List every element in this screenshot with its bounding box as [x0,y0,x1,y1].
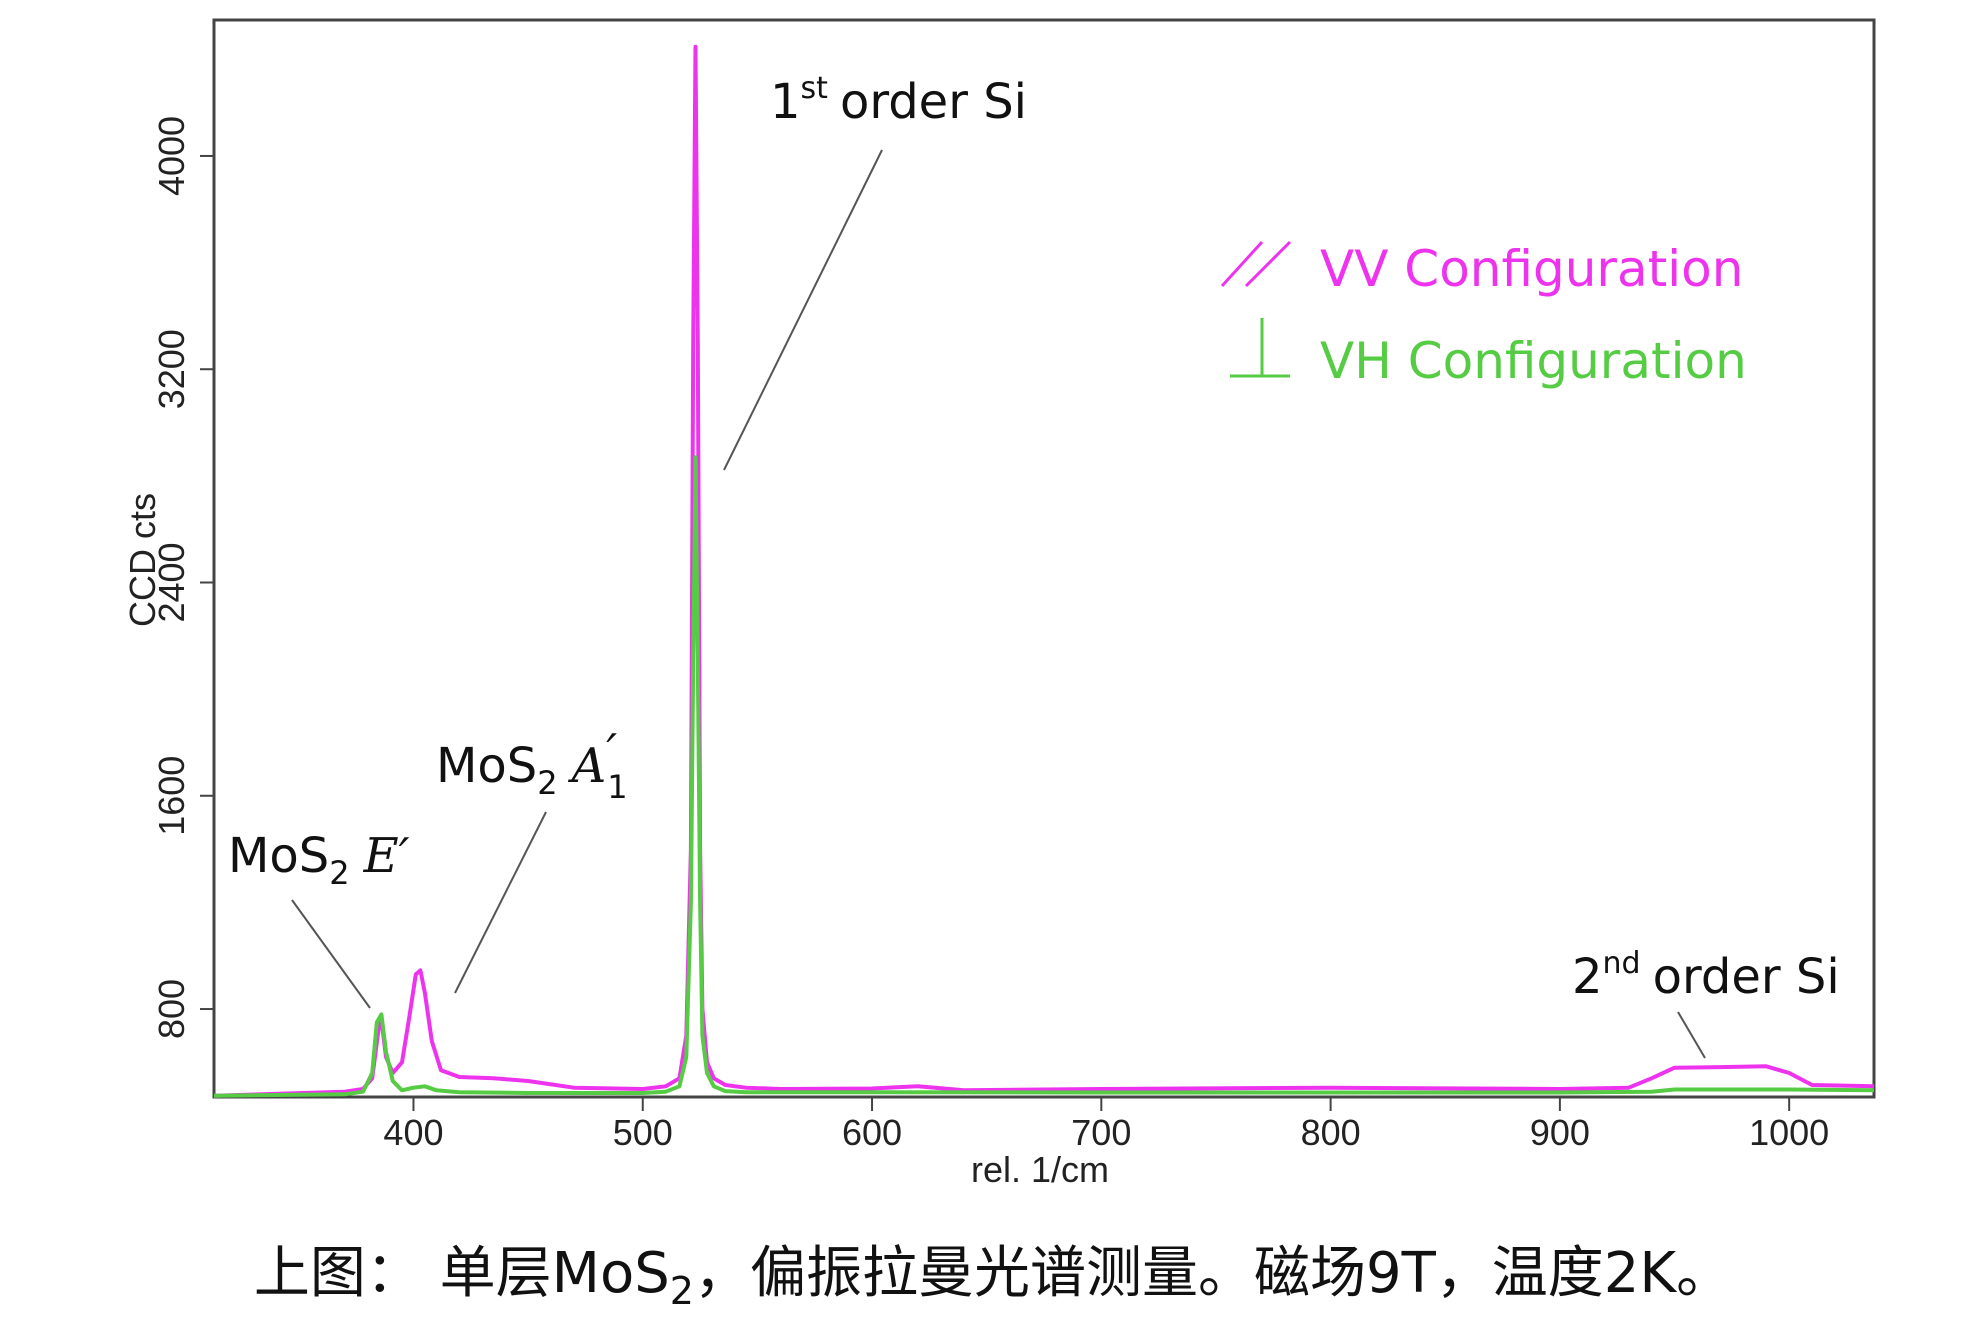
x-tick-label: 1000 [1749,1112,1829,1153]
vv-parallel-icon [1220,240,1292,288]
annotation-first-order-si: 1st order Si [770,71,1027,130]
annotation-second-order-si: 2nd order Si [1572,946,1840,1005]
leader-line-second-order-si [1677,1011,1706,1059]
leader-line-mos2-a1 [454,811,547,994]
x-tick-label: 600 [842,1112,902,1153]
y-axis: 800 1600 2400 3200 4000 [151,116,214,1039]
y-axis-label: CCD cts [122,493,163,627]
x-axis-label: rel. 1/cm [971,1149,1109,1190]
plot-frame [212,18,1876,1099]
x-tick-label: 500 [613,1112,673,1153]
x-tick-label: 400 [383,1112,443,1153]
y-tick-label: 4000 [151,116,192,196]
legend: VV Configuration VH Configuration [1220,240,1747,390]
x-tick-label: 700 [1071,1112,1131,1153]
figure-caption: 上图： 单层MoS2，偏振拉曼光谱测量。磁场9T，温度2K。 [0,1228,1986,1313]
leader-line-first-order-si [723,149,883,471]
vh-perpendicular-icon [1230,318,1290,378]
y-tick-label: 1600 [151,756,192,836]
series-line-vh [213,455,1875,1098]
series-layer [213,44,1875,1098]
legend-label-vv: VV Configuration [1320,240,1743,298]
x-axis: 400 500 600 700 800 900 1000 [383,1097,1829,1153]
caption-subscript: 2 [669,1269,694,1314]
caption-prefix: 上图： 单层MoS [253,1241,670,1306]
leader-line-mos2-e [291,899,371,1009]
y-tick-label: 2400 [151,542,192,622]
x-tick-label: 800 [1301,1112,1361,1153]
x-tick-label: 900 [1530,1112,1590,1153]
annotation-mos2-e: MoS2 E′ [228,828,410,892]
annotation-mos2-a1: MoS2 A′ 1 [436,724,628,806]
legend-label-vh: VH Configuration [1320,332,1747,390]
y-tick-label: 800 [151,979,192,1039]
caption-suffix: ，偏振拉曼光谱测量。磁场9T，温度2K。 [693,1241,1733,1306]
raman-spectrum-chart: 400 500 600 700 800 900 1000 800 1600 2400 3200 40… [122,18,1876,1190]
y-tick-label: 3200 [151,329,192,409]
